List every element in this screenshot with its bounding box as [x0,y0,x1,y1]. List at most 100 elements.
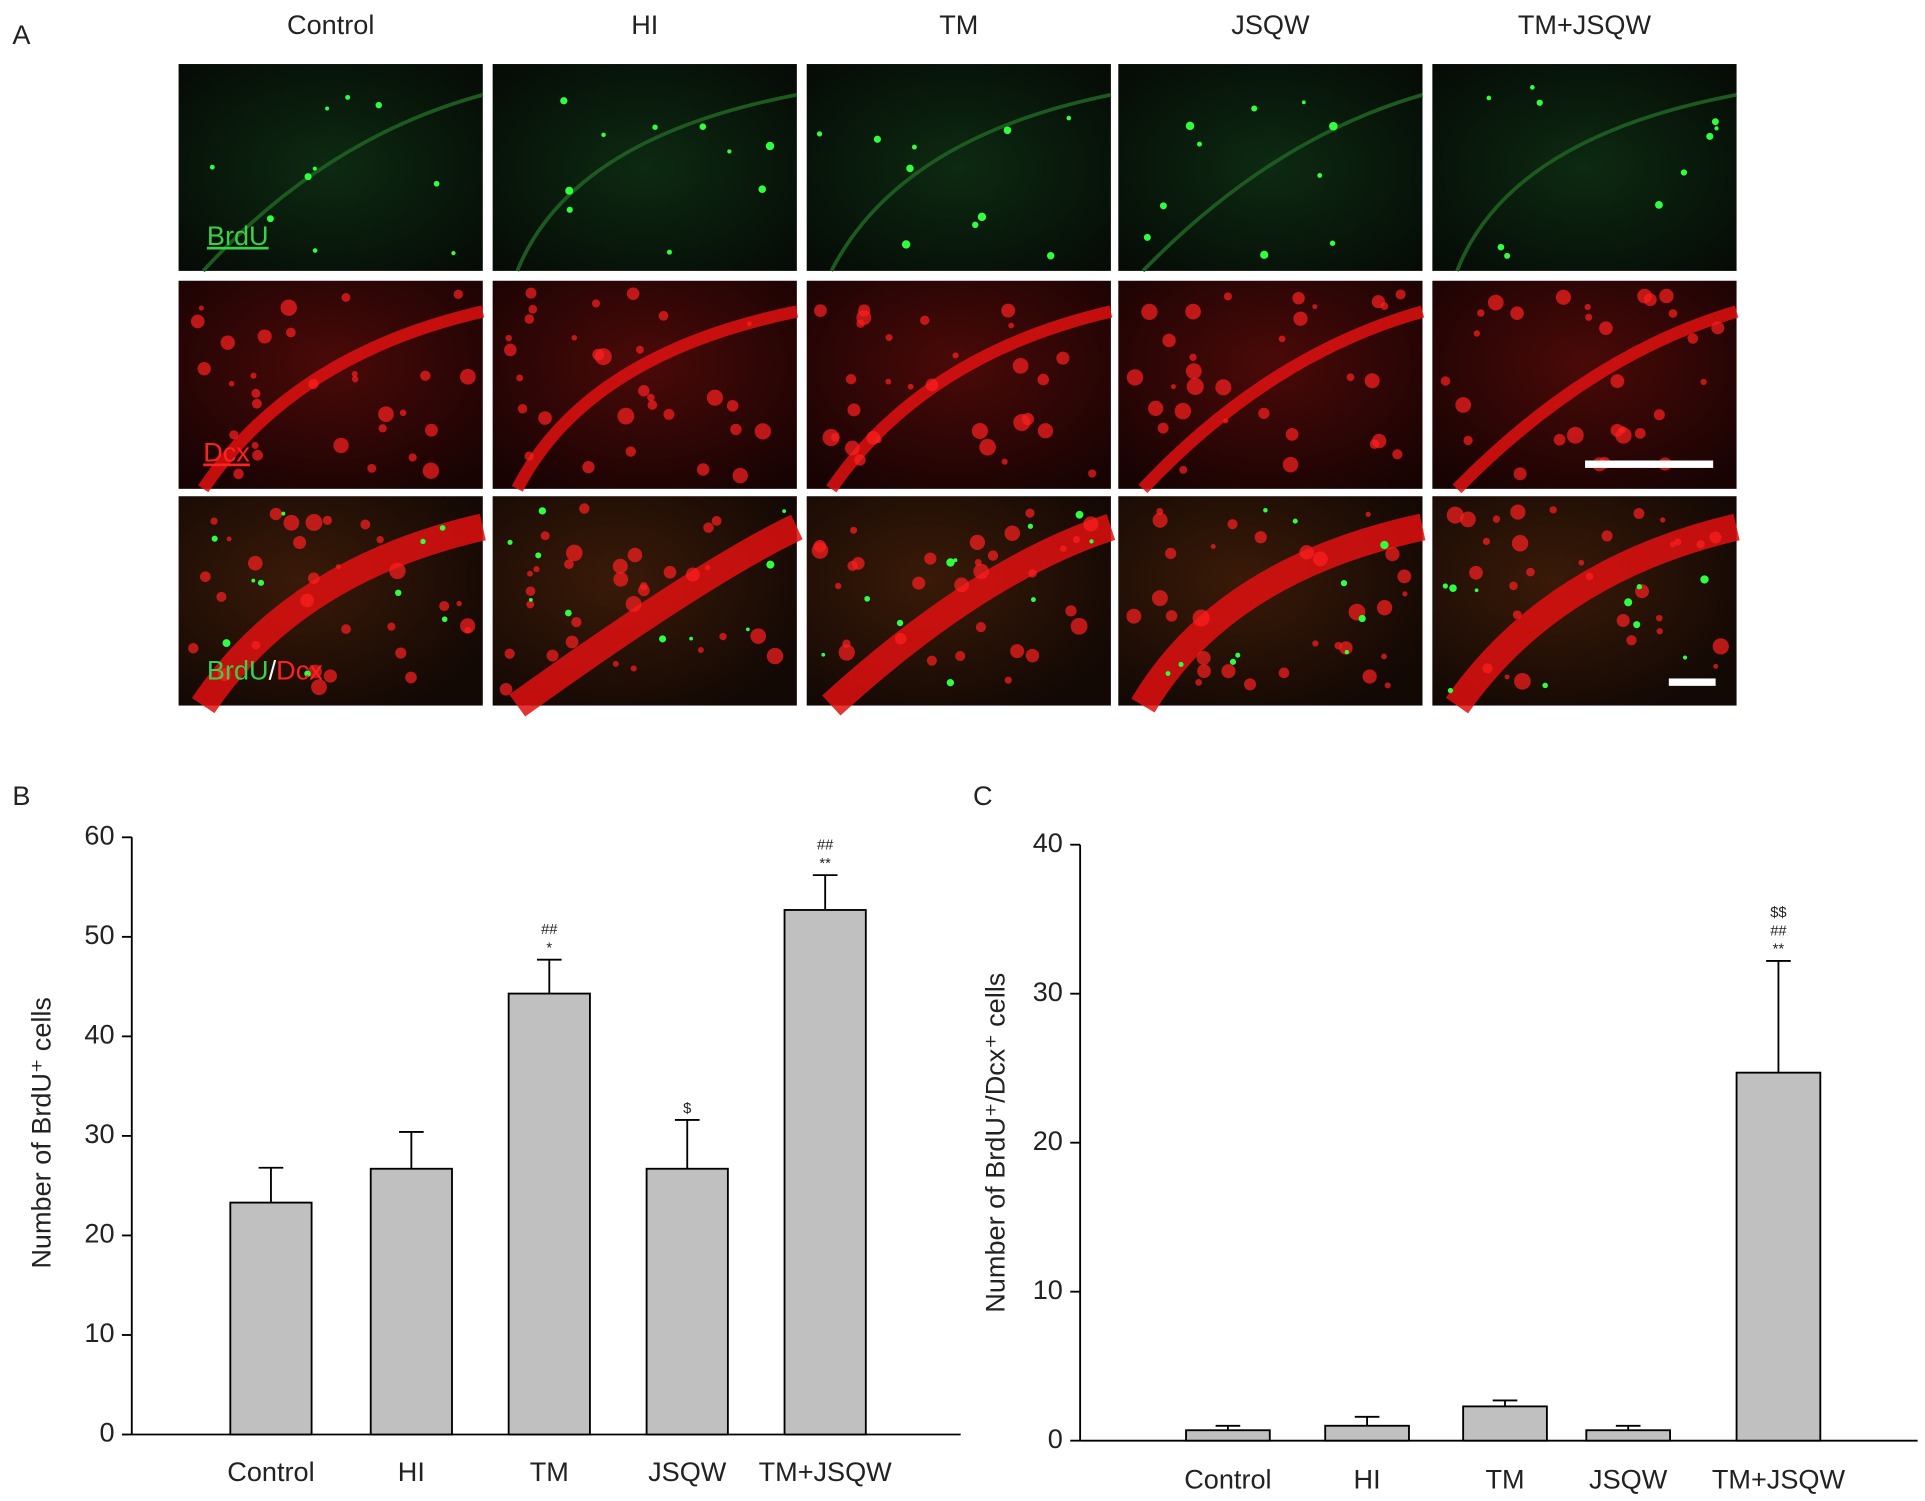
red-cell [565,544,583,562]
red-cell [1312,551,1328,567]
error-bar [1354,1415,1380,1426]
red-cell [647,393,655,402]
red-cell [395,647,407,659]
red-cell [251,398,262,409]
red-cell [528,304,538,314]
bar [783,909,867,1436]
red-cell [439,601,450,612]
green-cell [439,525,446,531]
green-cell [1260,250,1269,259]
red-cell [341,624,351,634]
red-cell [525,287,537,299]
x-tick-label: TM+JSQW [759,1456,893,1487]
red-cell [750,628,767,644]
red-cell [1001,303,1016,318]
red-cell [456,600,462,607]
red-cell [1446,506,1464,524]
red-cell [856,310,872,326]
y-tick-label: 40 [84,1019,114,1050]
green-cell [1442,583,1448,589]
red-cell [1278,335,1286,343]
green-cell [441,616,448,623]
green-cell [666,249,672,255]
red-cell [1385,547,1400,562]
y-tick-label: 20 [1033,1125,1063,1156]
y-tick-label: 40 [1033,827,1063,858]
red-cell [351,370,358,378]
red-cell [955,650,966,662]
red-cell [1243,678,1257,691]
red-cell [844,440,860,456]
red-cell [504,343,517,357]
red-cell [885,334,893,342]
red-cell [247,555,263,571]
micrograph [492,64,797,271]
green-cell [1700,575,1709,584]
panel-label: C [973,780,993,811]
bar [1735,1071,1822,1442]
x-tick-label: JSQW [648,1456,727,1487]
panel-label: B [12,780,30,811]
red-cell [526,570,533,577]
red-cell [293,535,307,550]
green-cell [1380,540,1389,550]
red-cell [1460,511,1476,528]
green-cell [1542,682,1548,689]
red-cell [226,536,232,542]
red-cell [1634,427,1646,439]
red-cell [719,632,727,641]
green-cell [765,141,775,151]
red-cell [1526,567,1535,577]
red-cell [1397,569,1412,584]
bar [229,1201,313,1436]
significance-mark: ## [541,922,558,938]
row-label-part: Dcx [276,654,323,685]
panel-label: A [12,19,31,50]
red-cell [1371,433,1387,449]
error-bar [399,1131,424,1169]
red-cell [1566,426,1584,444]
red-cell [814,304,827,318]
green-cell [1449,584,1457,592]
red-cell [308,378,319,390]
red-cell [1278,667,1290,679]
green-cell [395,589,402,597]
red-cell [408,453,417,462]
red-cell [565,635,579,649]
green-cell [1474,588,1479,593]
red-cell [1072,535,1081,544]
red-cell [1668,309,1678,318]
red-cell [1126,369,1144,386]
green-cell [1682,655,1688,660]
red-cell [1141,303,1158,320]
green-cell [564,609,572,617]
red-cell [300,593,314,608]
green-cell [1706,132,1714,140]
tissue-band [1141,93,1424,273]
red-cell [197,362,211,376]
red-cell [1384,682,1391,689]
micrograph [806,64,1111,271]
red-cell [341,293,351,302]
y-tick-label: 20 [84,1218,114,1249]
green-cell [758,185,767,193]
red-cell [617,407,635,425]
red-cell [1185,363,1202,380]
error-bar [1766,959,1791,1073]
y-tick-label: 30 [1033,976,1063,1007]
red-cell [387,622,396,631]
green-cell [1197,141,1202,147]
red-cell [591,299,601,308]
green-cell [896,619,904,627]
bar-chart: B Number of BrdU⁺ cells 0 10 20 30 40 50 60 Contr… [12,780,961,1487]
green-cell [1263,508,1268,513]
red-cell [1376,600,1393,616]
green-cell [312,248,318,253]
red-cell [1477,309,1485,317]
green-cell [528,598,533,602]
bar [645,1167,729,1436]
green-cell [821,652,826,657]
red-cell [627,547,643,563]
red-cell [571,334,578,341]
